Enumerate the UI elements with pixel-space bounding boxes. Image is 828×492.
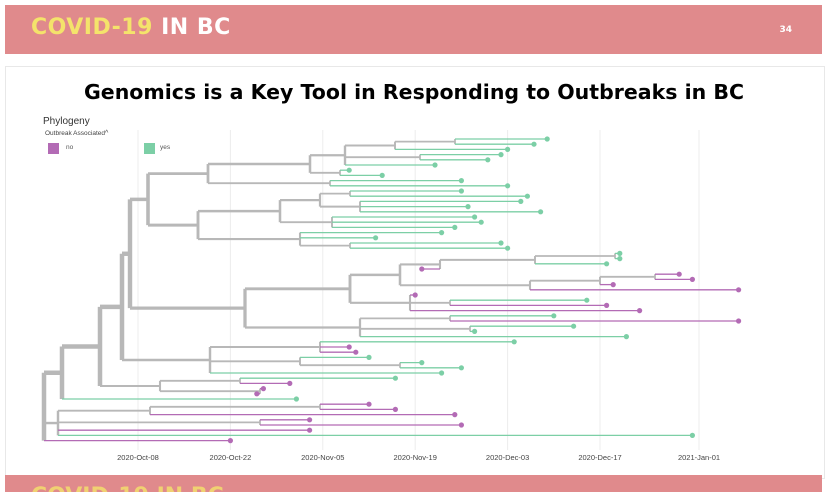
tip-node[interactable] xyxy=(472,328,478,334)
tip-node[interactable] xyxy=(287,380,293,386)
color-by-toggle[interactable]: Outbreak Associated^ xyxy=(45,130,109,137)
tip-node[interactable] xyxy=(544,136,550,142)
tip-node[interactable] xyxy=(689,276,696,282)
tip-node[interactable] xyxy=(637,308,643,314)
tip-node[interactable] xyxy=(623,334,630,340)
tip-node[interactable] xyxy=(524,193,531,199)
tip-node[interactable] xyxy=(531,141,537,147)
tip-node[interactable] xyxy=(485,157,491,163)
page-number: 34 xyxy=(779,25,792,35)
tip-node[interactable] xyxy=(617,250,623,256)
tip-node[interactable] xyxy=(458,422,464,428)
tip-node[interactable] xyxy=(412,292,418,298)
tip-node[interactable] xyxy=(584,297,590,303)
tip-node[interactable] xyxy=(604,261,610,267)
tip-node[interactable] xyxy=(353,349,359,355)
tip-node[interactable] xyxy=(689,432,696,438)
tip-node[interactable] xyxy=(439,370,445,376)
tip-node[interactable] xyxy=(227,438,233,444)
footer-brand: COVID-19 IN BC xyxy=(31,484,224,492)
tip-node[interactable] xyxy=(392,375,398,381)
legend-swatch-no[interactable] xyxy=(48,143,59,154)
tip-node[interactable] xyxy=(346,167,352,173)
tip-node[interactable] xyxy=(260,386,266,392)
slide-title: Genomics is a Key Tool in Responding to … xyxy=(83,80,744,104)
header-bar: COVID-19 IN BC 34 xyxy=(5,5,822,54)
chevron-up-icon: ^ xyxy=(104,130,109,137)
tip-node[interactable] xyxy=(617,256,623,262)
axis-tick-label: 2020-Nov-05 xyxy=(301,453,344,462)
panel-title: Phylogeny xyxy=(43,116,90,127)
legend-swatch-yes[interactable] xyxy=(144,143,155,154)
tip-node[interactable] xyxy=(419,266,425,272)
tip-node[interactable] xyxy=(676,271,682,277)
tip-node[interactable] xyxy=(419,360,425,366)
tip-node[interactable] xyxy=(736,318,742,324)
tip-node[interactable] xyxy=(254,391,260,397)
axis-tick-label: 2020-Nov-19 xyxy=(394,453,437,462)
tip-node[interactable] xyxy=(498,240,504,246)
tip-node[interactable] xyxy=(293,396,299,402)
axis-tick-label: 2020-Dec-03 xyxy=(486,453,529,462)
axis-tick-label: 2020-Dec-17 xyxy=(578,453,621,462)
tip-node[interactable] xyxy=(511,339,517,345)
tip-node[interactable] xyxy=(373,235,379,241)
tip-node[interactable] xyxy=(518,198,524,204)
tip-node[interactable] xyxy=(458,188,464,194)
tip-node[interactable] xyxy=(392,406,398,412)
tip-node[interactable] xyxy=(472,214,478,220)
tip-node[interactable] xyxy=(604,302,610,308)
tip-node[interactable] xyxy=(452,224,458,230)
axis-tick-label: 2021-Jan-01 xyxy=(678,453,720,462)
tip-node[interactable] xyxy=(465,204,471,210)
tip-node[interactable] xyxy=(458,365,464,371)
tip-node[interactable] xyxy=(366,401,372,407)
tip-node[interactable] xyxy=(736,287,742,293)
brand-title: COVID-19 IN BC xyxy=(31,15,231,40)
tip-node[interactable] xyxy=(505,245,511,251)
tip-node[interactable] xyxy=(452,412,458,418)
footer-bar: COVID-19 IN BC xyxy=(5,475,822,492)
tip-node[interactable] xyxy=(505,146,511,152)
tip-node[interactable] xyxy=(551,313,557,319)
tip-node[interactable] xyxy=(538,209,544,215)
tip-node[interactable] xyxy=(498,152,504,158)
tip-node[interactable] xyxy=(478,219,484,225)
tip-node[interactable] xyxy=(571,323,577,329)
tip-node[interactable] xyxy=(346,344,352,350)
tip-node[interactable] xyxy=(458,178,464,184)
tip-node[interactable] xyxy=(307,417,313,423)
legend-label-no: no xyxy=(66,144,74,151)
axis-tick-label: 2020-Oct-22 xyxy=(210,453,252,462)
tip-node[interactable] xyxy=(505,183,511,189)
axis-tick-label: 2020-Oct-08 xyxy=(117,453,159,462)
legend-label-yes: yes xyxy=(160,144,171,151)
tip-node[interactable] xyxy=(432,162,438,168)
tip-node[interactable] xyxy=(439,230,445,236)
tip-node[interactable] xyxy=(610,282,616,288)
tip-node[interactable] xyxy=(366,354,372,360)
tip-node[interactable] xyxy=(307,427,313,433)
tip-node[interactable] xyxy=(379,172,385,178)
